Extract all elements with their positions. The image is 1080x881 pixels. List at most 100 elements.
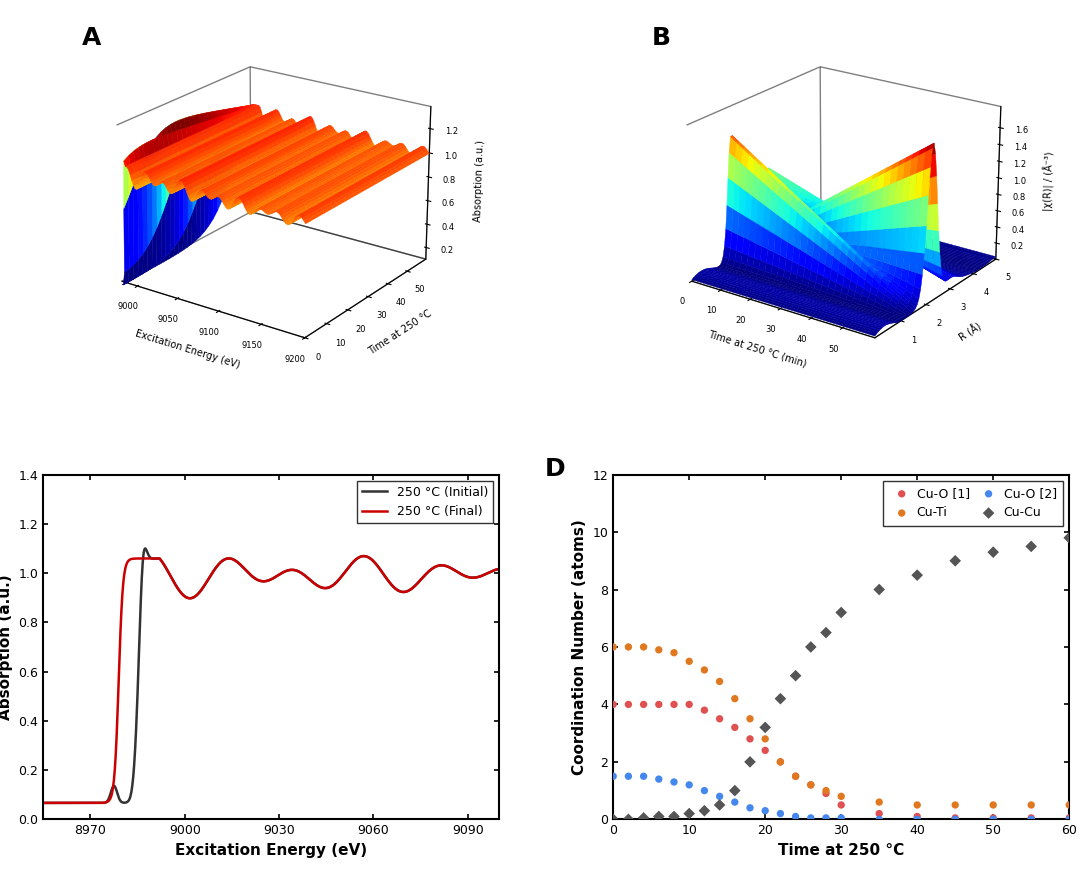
Cu-O [2]	[908, 812, 926, 826]
Cu-Cu	[741, 755, 758, 769]
250 °C (Initial)	[69, 797, 82, 808]
Cu-O [1]	[946, 811, 963, 825]
Cu-O [2]	[665, 775, 683, 789]
250 °C (Final)	[357, 551, 370, 561]
250 °C (Initial)	[389, 583, 402, 594]
X-axis label: Time at 250 °C (min): Time at 250 °C (min)	[706, 329, 808, 369]
Cu-O [1]	[726, 721, 743, 735]
Cu-O [2]	[741, 801, 758, 815]
Y-axis label: R (Å): R (Å)	[957, 321, 984, 344]
Cu-Ti	[635, 640, 652, 654]
Cu-Ti	[787, 769, 805, 783]
Cu-Ti	[605, 640, 622, 654]
250 °C (Initial)	[397, 587, 410, 597]
250 °C (Final)	[389, 583, 402, 594]
Cu-Cu	[1061, 530, 1078, 544]
250 °C (Final)	[345, 559, 357, 569]
Cu-O [2]	[946, 812, 963, 826]
Cu-Ti	[870, 795, 888, 809]
Legend: 250 °C (Initial), 250 °C (Final): 250 °C (Initial), 250 °C (Final)	[356, 481, 492, 523]
250 °C (Final)	[492, 564, 505, 574]
Cu-O [1]	[665, 698, 683, 712]
Cu-Ti	[620, 640, 637, 654]
Cu-Cu	[1023, 539, 1040, 553]
Cu-Ti	[711, 674, 728, 688]
Cu-Ti	[696, 663, 713, 677]
Cu-Cu	[772, 692, 789, 706]
Cu-Ti	[908, 798, 926, 812]
Cu-Cu	[635, 811, 652, 825]
Cu-Cu	[833, 605, 850, 619]
Cu-Ti	[1061, 798, 1078, 812]
Cu-O [1]	[833, 798, 850, 812]
Legend: Cu-O [1], Cu-Ti, Cu-O [2], Cu-Cu: Cu-O [1], Cu-Ti, Cu-O [2], Cu-Cu	[883, 481, 1063, 526]
Y-axis label: Absorption (a.u.): Absorption (a.u.)	[0, 574, 13, 720]
Cu-O [1]	[680, 698, 698, 712]
250 °C (Initial)	[21, 797, 33, 808]
Cu-Ti	[833, 789, 850, 803]
Cu-O [2]	[1023, 812, 1040, 826]
250 °C (Final)	[21, 797, 33, 808]
Cu-Ti	[650, 643, 667, 657]
Cu-O [2]	[726, 795, 743, 809]
Cu-O [1]	[1061, 811, 1078, 825]
X-axis label: Excitation Energy (eV): Excitation Energy (eV)	[134, 328, 241, 370]
Cu-O [1]	[605, 698, 622, 712]
250 °C (Initial)	[213, 559, 226, 569]
Cu-O [1]	[870, 806, 888, 820]
250 °C (Initial)	[138, 544, 151, 554]
Cu-Ti	[946, 798, 963, 812]
Cu-Cu	[650, 810, 667, 824]
Cu-O [1]	[757, 744, 774, 758]
Cu-O [2]	[605, 769, 622, 783]
Cu-O [1]	[802, 778, 820, 792]
Cu-O [2]	[787, 810, 805, 824]
Cu-O [2]	[650, 772, 667, 786]
Cu-O [1]	[741, 732, 758, 746]
250 °C (Initial)	[492, 564, 505, 574]
Cu-O [1]	[620, 698, 637, 712]
Cu-O [2]	[696, 783, 713, 797]
250 °C (Final)	[69, 797, 82, 808]
Y-axis label: Time at 250 °C: Time at 250 °C	[367, 308, 433, 357]
250 °C (Final)	[212, 559, 225, 570]
Cu-O [2]	[680, 778, 698, 792]
Cu-Ti	[985, 798, 1002, 812]
Cu-O [1]	[696, 703, 713, 717]
Cu-Ti	[818, 783, 835, 797]
Cu-O [1]	[772, 755, 789, 769]
Cu-Ti	[802, 778, 820, 792]
Cu-Cu	[908, 568, 926, 582]
Cu-Cu	[605, 812, 622, 826]
Cu-O [2]	[1061, 812, 1078, 826]
Cu-Cu	[946, 554, 963, 568]
Cu-O [1]	[985, 811, 1002, 825]
X-axis label: Time at 250 °C: Time at 250 °C	[778, 843, 904, 858]
250 °C (Initial)	[346, 558, 359, 568]
Text: D: D	[544, 457, 566, 481]
Cu-Cu	[726, 783, 743, 797]
Cu-Ti	[772, 755, 789, 769]
Line: 250 °C (Final): 250 °C (Final)	[27, 556, 499, 803]
250 °C (Final)	[397, 587, 410, 597]
Cu-Ti	[741, 712, 758, 726]
Cu-O [1]	[908, 810, 926, 824]
250 °C (Initial)	[229, 556, 242, 566]
Cu-O [2]	[802, 811, 820, 825]
Cu-O [1]	[650, 698, 667, 712]
Cu-Cu	[802, 640, 820, 654]
Cu-Cu	[787, 669, 805, 683]
Cu-Cu	[711, 798, 728, 812]
Cu-Cu	[818, 626, 835, 640]
Cu-Cu	[665, 810, 683, 824]
Cu-O [2]	[711, 789, 728, 803]
Cu-Ti	[1023, 798, 1040, 812]
Cu-O [2]	[772, 806, 789, 820]
Cu-O [1]	[787, 769, 805, 783]
Cu-Ti	[665, 646, 683, 660]
Cu-Cu	[870, 582, 888, 596]
Cu-O [2]	[818, 811, 835, 825]
Line: 250 °C (Initial): 250 °C (Initial)	[27, 549, 499, 803]
Cu-Cu	[985, 545, 1002, 559]
Cu-O [1]	[635, 698, 652, 712]
